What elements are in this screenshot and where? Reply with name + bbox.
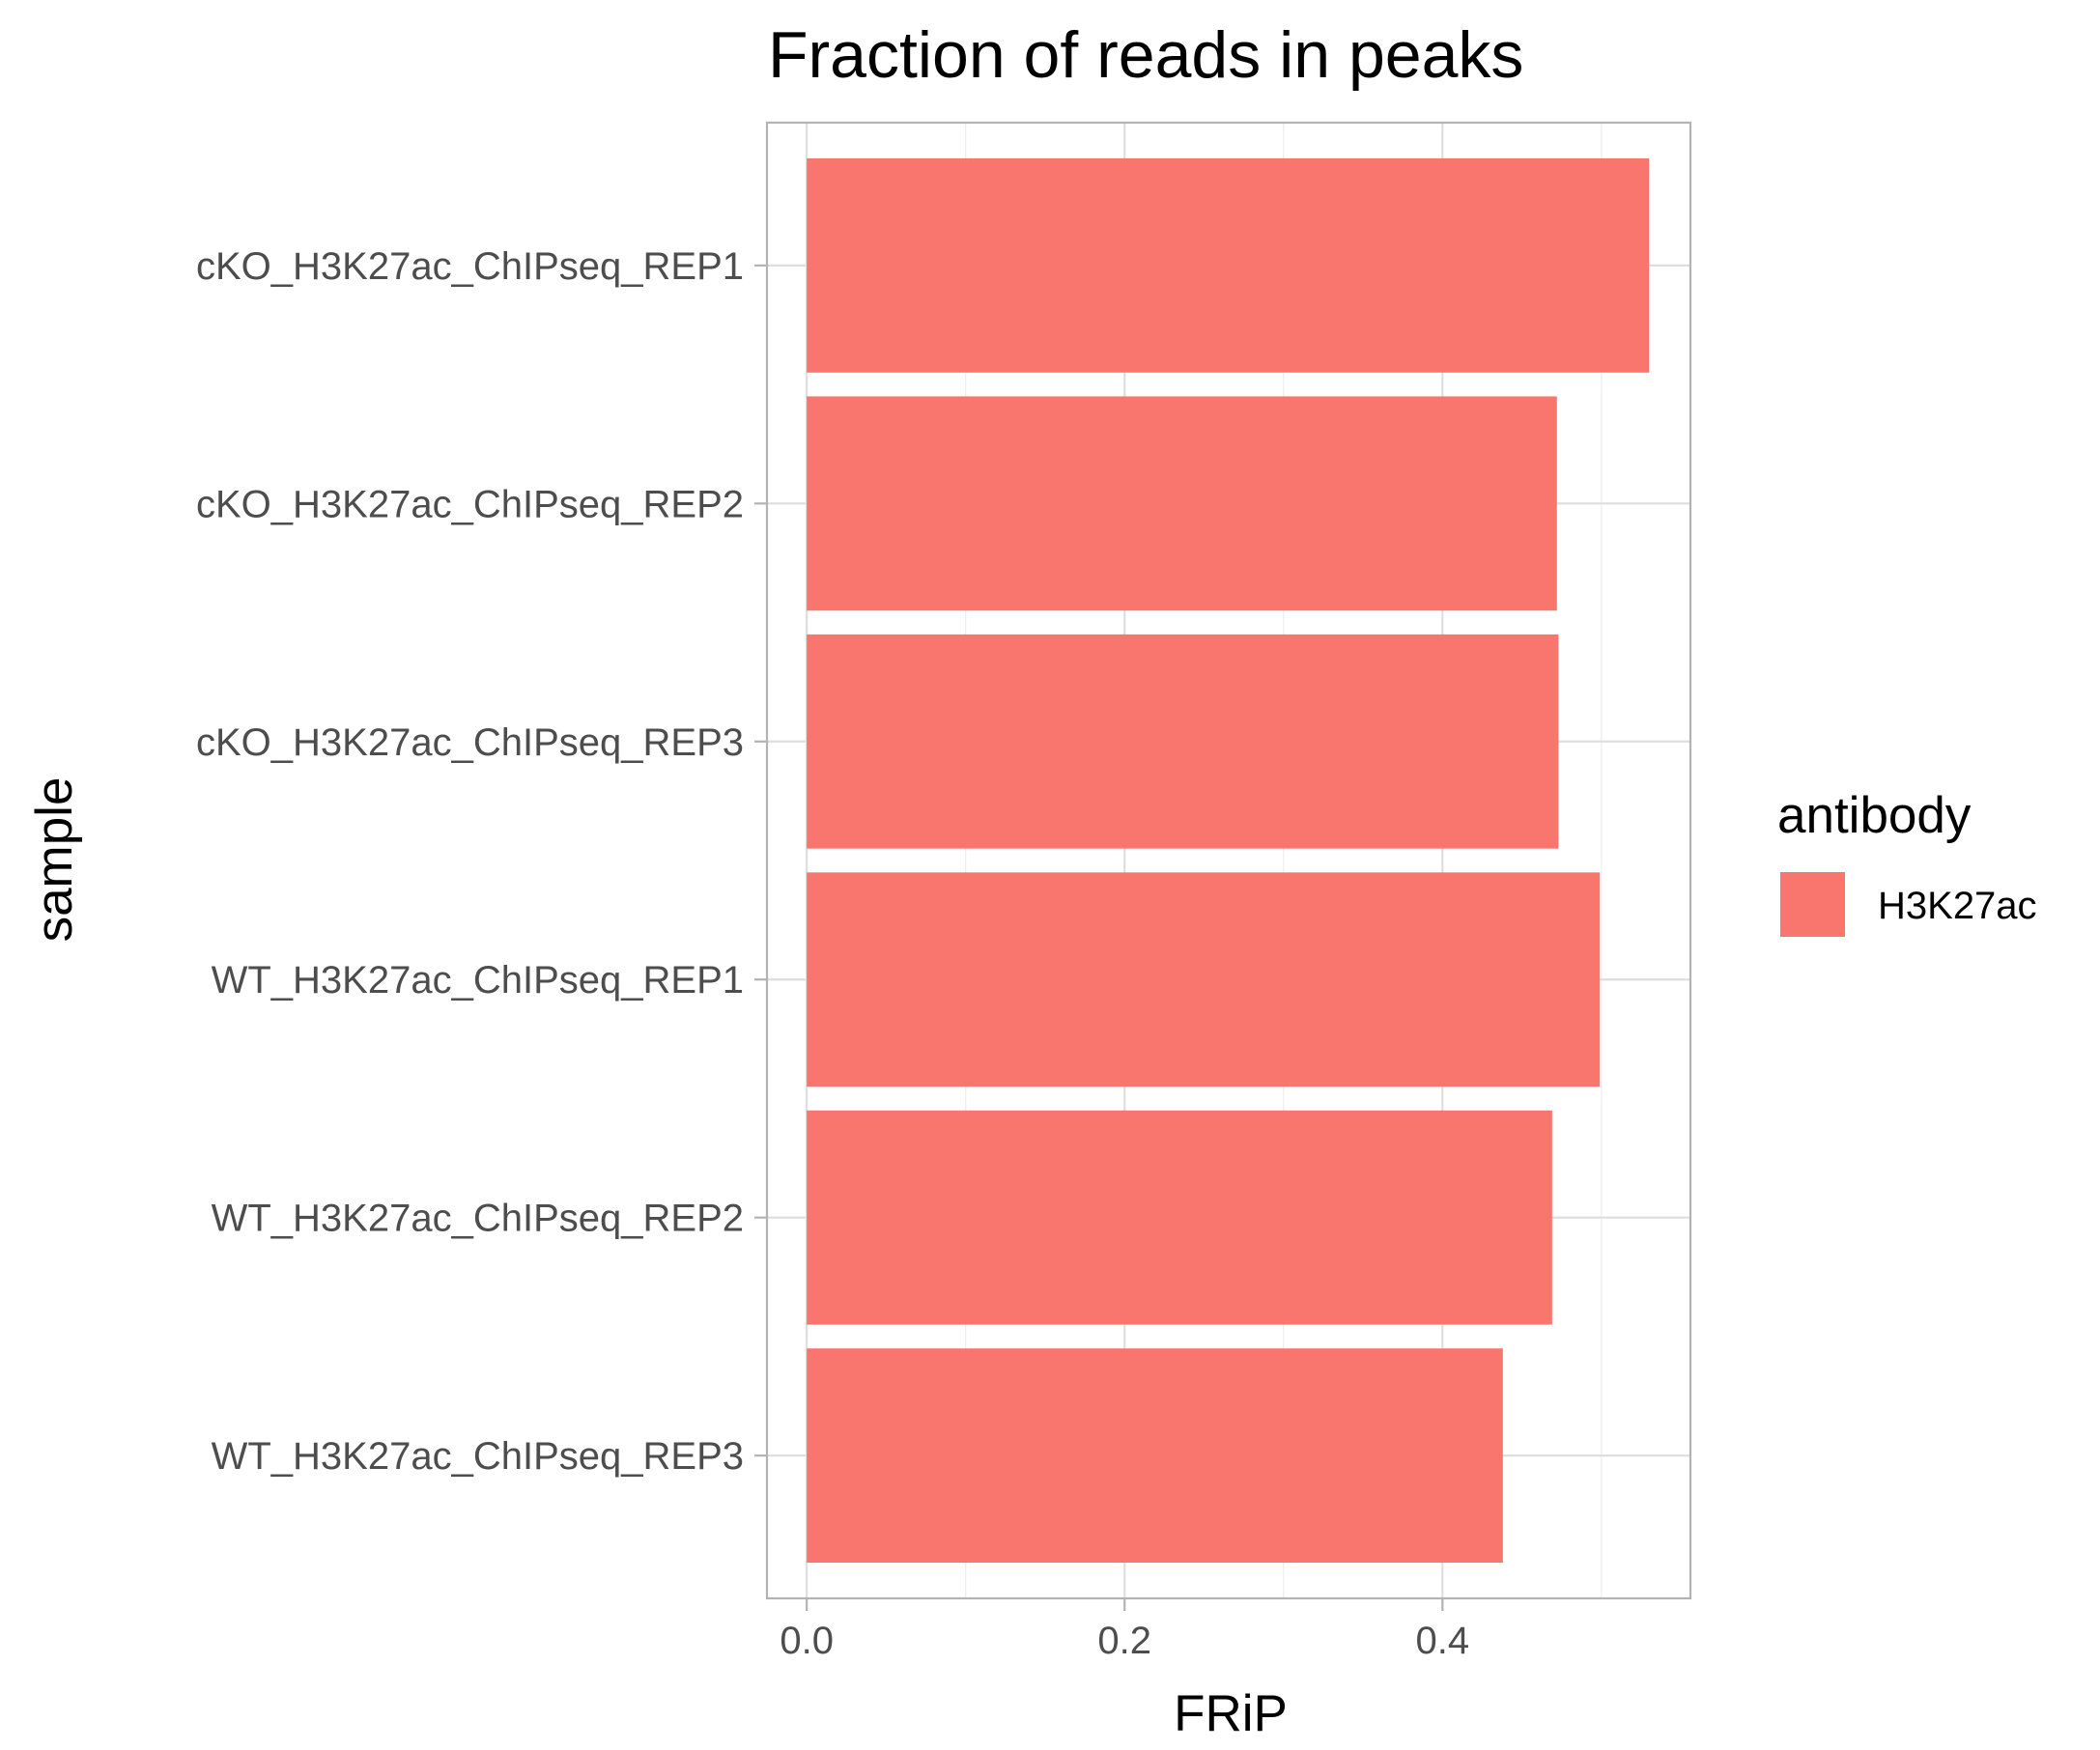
legend-label-h3k27ac: H3K27ac: [1878, 885, 2037, 927]
x-tick-label: 0.2: [1097, 1620, 1151, 1662]
bar-WT_H3K27ac_ChIPseq_REP2: [807, 1110, 1552, 1325]
tick-labels: cKO_H3K27ac_ChIPseq_REP1 cKO_H3K27ac_ChIP…: [196, 245, 1469, 1662]
x-axis-title: FRiP: [1174, 1685, 1288, 1742]
legend-key-h3k27ac: [1780, 872, 1845, 937]
y-tick-label: cKO_H3K27ac_ChIPseq_REP3: [196, 721, 744, 764]
bar-cKO_H3K27ac_ChIPseq_REP2: [807, 396, 1557, 611]
legend-title: antibody: [1777, 787, 1972, 844]
bar-cKO_H3K27ac_ChIPseq_REP3: [807, 634, 1559, 849]
y-axis-title: sample: [26, 777, 83, 943]
bar-WT_H3K27ac_ChIPseq_REP1: [807, 872, 1601, 1087]
bar-cKO_H3K27ac_ChIPseq_REP1: [807, 157, 1650, 373]
y-tick-label: cKO_H3K27ac_ChIPseq_REP1: [196, 245, 744, 288]
bars: [807, 157, 1650, 1564]
axis-ticks: [754, 264, 1444, 1611]
x-tick-label: 0.0: [780, 1620, 834, 1662]
legend: antibody H3K27ac: [1777, 787, 2037, 937]
x-tick-label: 0.4: [1416, 1620, 1470, 1662]
y-tick-label: WT_H3K27ac_ChIPseq_REP1: [212, 959, 744, 1002]
y-tick-label: WT_H3K27ac_ChIPseq_REP3: [212, 1435, 744, 1478]
bar-WT_H3K27ac_ChIPseq_REP3: [807, 1348, 1503, 1564]
y-tick-label: cKO_H3K27ac_ChIPseq_REP2: [196, 483, 744, 525]
chart-title: Fraction of reads in peaks: [768, 18, 1523, 92]
y-tick-label: WT_H3K27ac_ChIPseq_REP2: [212, 1198, 744, 1240]
panel-border: [765, 121, 1692, 1600]
